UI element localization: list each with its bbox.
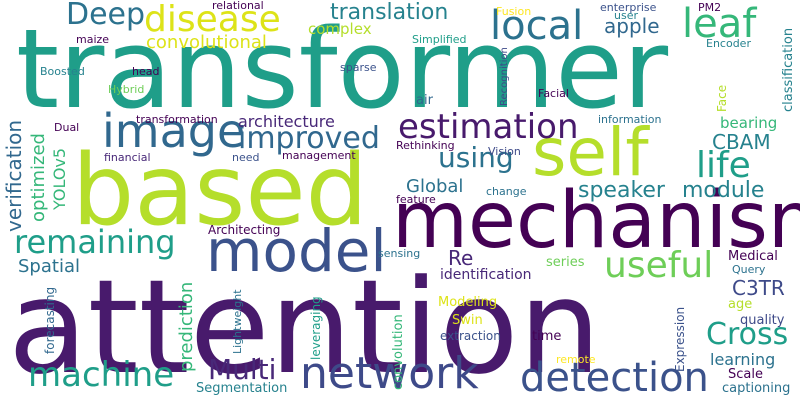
word-local: local (490, 3, 584, 49)
word-complex: complex (308, 20, 372, 38)
word-architecting: Architecting (208, 223, 281, 237)
word-captioning: captioning (722, 381, 791, 396)
word-self: self (532, 114, 649, 191)
word-facial: Facial (538, 87, 569, 100)
word-sparse: sparse (340, 61, 377, 74)
word-query: Query (732, 263, 766, 276)
word-medical: Medical (728, 249, 778, 264)
word-face: Face (715, 84, 729, 112)
word-attention: attention (8, 251, 601, 400)
word-optimized: optimized (28, 133, 49, 222)
word-architecture: architecture (238, 112, 335, 131)
word-financial: financial (104, 151, 151, 164)
word-c3tr: C3TR (732, 276, 785, 300)
word-enterprise: enterprise (600, 1, 657, 14)
word-simplified: Simplified (412, 33, 467, 46)
word-fusion: Fusion (496, 5, 532, 18)
word-boosted: Boosted (40, 65, 85, 78)
word-verification: verification (2, 119, 26, 232)
word-hybrid: Hybrid (108, 83, 145, 96)
word-model: model (206, 217, 387, 285)
word-expression: Expression (673, 306, 687, 372)
word-convolution: convolution (391, 314, 406, 390)
word-identification: identification (440, 267, 532, 283)
word-image: image (102, 104, 246, 158)
word-cross: Cross (706, 317, 789, 352)
word-modeling: Modeling (438, 295, 498, 310)
word-feature: feature (396, 193, 436, 206)
word-forecasting: forecasting (43, 286, 57, 354)
word-transformation: transformation (136, 113, 218, 126)
word-relational: relational (212, 0, 264, 12)
word-management: management (282, 149, 356, 162)
word-sensing: sensing (378, 247, 421, 260)
word-user: user (614, 9, 638, 22)
word-need: need (232, 151, 260, 164)
word-head: head (132, 65, 160, 78)
word-change: change (486, 185, 527, 198)
word-dual: Dual (54, 121, 80, 134)
word-re: Re (448, 246, 474, 270)
word-lightweight: Lightweight (231, 289, 244, 354)
word-recognition: Recognition (499, 47, 510, 106)
word-time: time (532, 329, 562, 344)
word-deep: Deep (66, 0, 146, 32)
word-speaker: speaker (578, 178, 665, 203)
word-transformer: transformer (16, 5, 669, 133)
word-translation: translation (330, 0, 449, 25)
word-convolutional: convolutional (146, 32, 267, 53)
word-network: network (300, 348, 479, 399)
word-life: life (696, 145, 751, 186)
word-spatial: Spatial (18, 256, 80, 277)
word-bearing: bearing (720, 114, 778, 132)
word-segmentation: Segmentation (196, 381, 288, 396)
word-machine: machine (28, 355, 175, 395)
word-prediction: prediction (176, 281, 197, 372)
word-pm2: PM2 (698, 1, 722, 14)
word-estimation: estimation (398, 107, 579, 147)
word-disease: disease (144, 0, 281, 40)
word-maize: maize (76, 33, 110, 46)
word-quality: quality (740, 313, 785, 328)
word-information: information (598, 113, 662, 126)
word-remote: remote (556, 353, 596, 366)
word-age: age (728, 297, 753, 312)
word-detection: detection (520, 355, 709, 400)
word-yolov5: YOLOv5 (50, 147, 69, 210)
word-apple: apple (604, 14, 660, 38)
word-extraction: extraction (440, 329, 501, 343)
word-series: series (546, 255, 585, 270)
word-scale: Scale (728, 367, 763, 382)
word-vision: Vision (488, 145, 521, 158)
word-classification: classification (781, 27, 796, 112)
word-encoder: Encoder (706, 37, 751, 50)
word-learning: learning (710, 350, 776, 369)
word-multi: Multi (208, 353, 277, 386)
word-air: air (416, 93, 433, 108)
word-cbam: CBAM (712, 130, 771, 154)
word-using: using (438, 141, 514, 174)
word-swin: Swin (452, 313, 483, 328)
word-global: Global (406, 176, 464, 197)
word-module: module (682, 178, 765, 203)
word-based: based (72, 134, 368, 248)
word-remaining: remaining (14, 223, 176, 261)
word-useful: useful (604, 245, 714, 286)
word-improved: improved (238, 121, 380, 156)
word-mechanism: mechanism (392, 176, 800, 266)
word-rethinking: Rethinking (396, 139, 455, 152)
word-leaf: leaf (682, 1, 757, 47)
word-leveraging: leveraging (309, 296, 323, 360)
